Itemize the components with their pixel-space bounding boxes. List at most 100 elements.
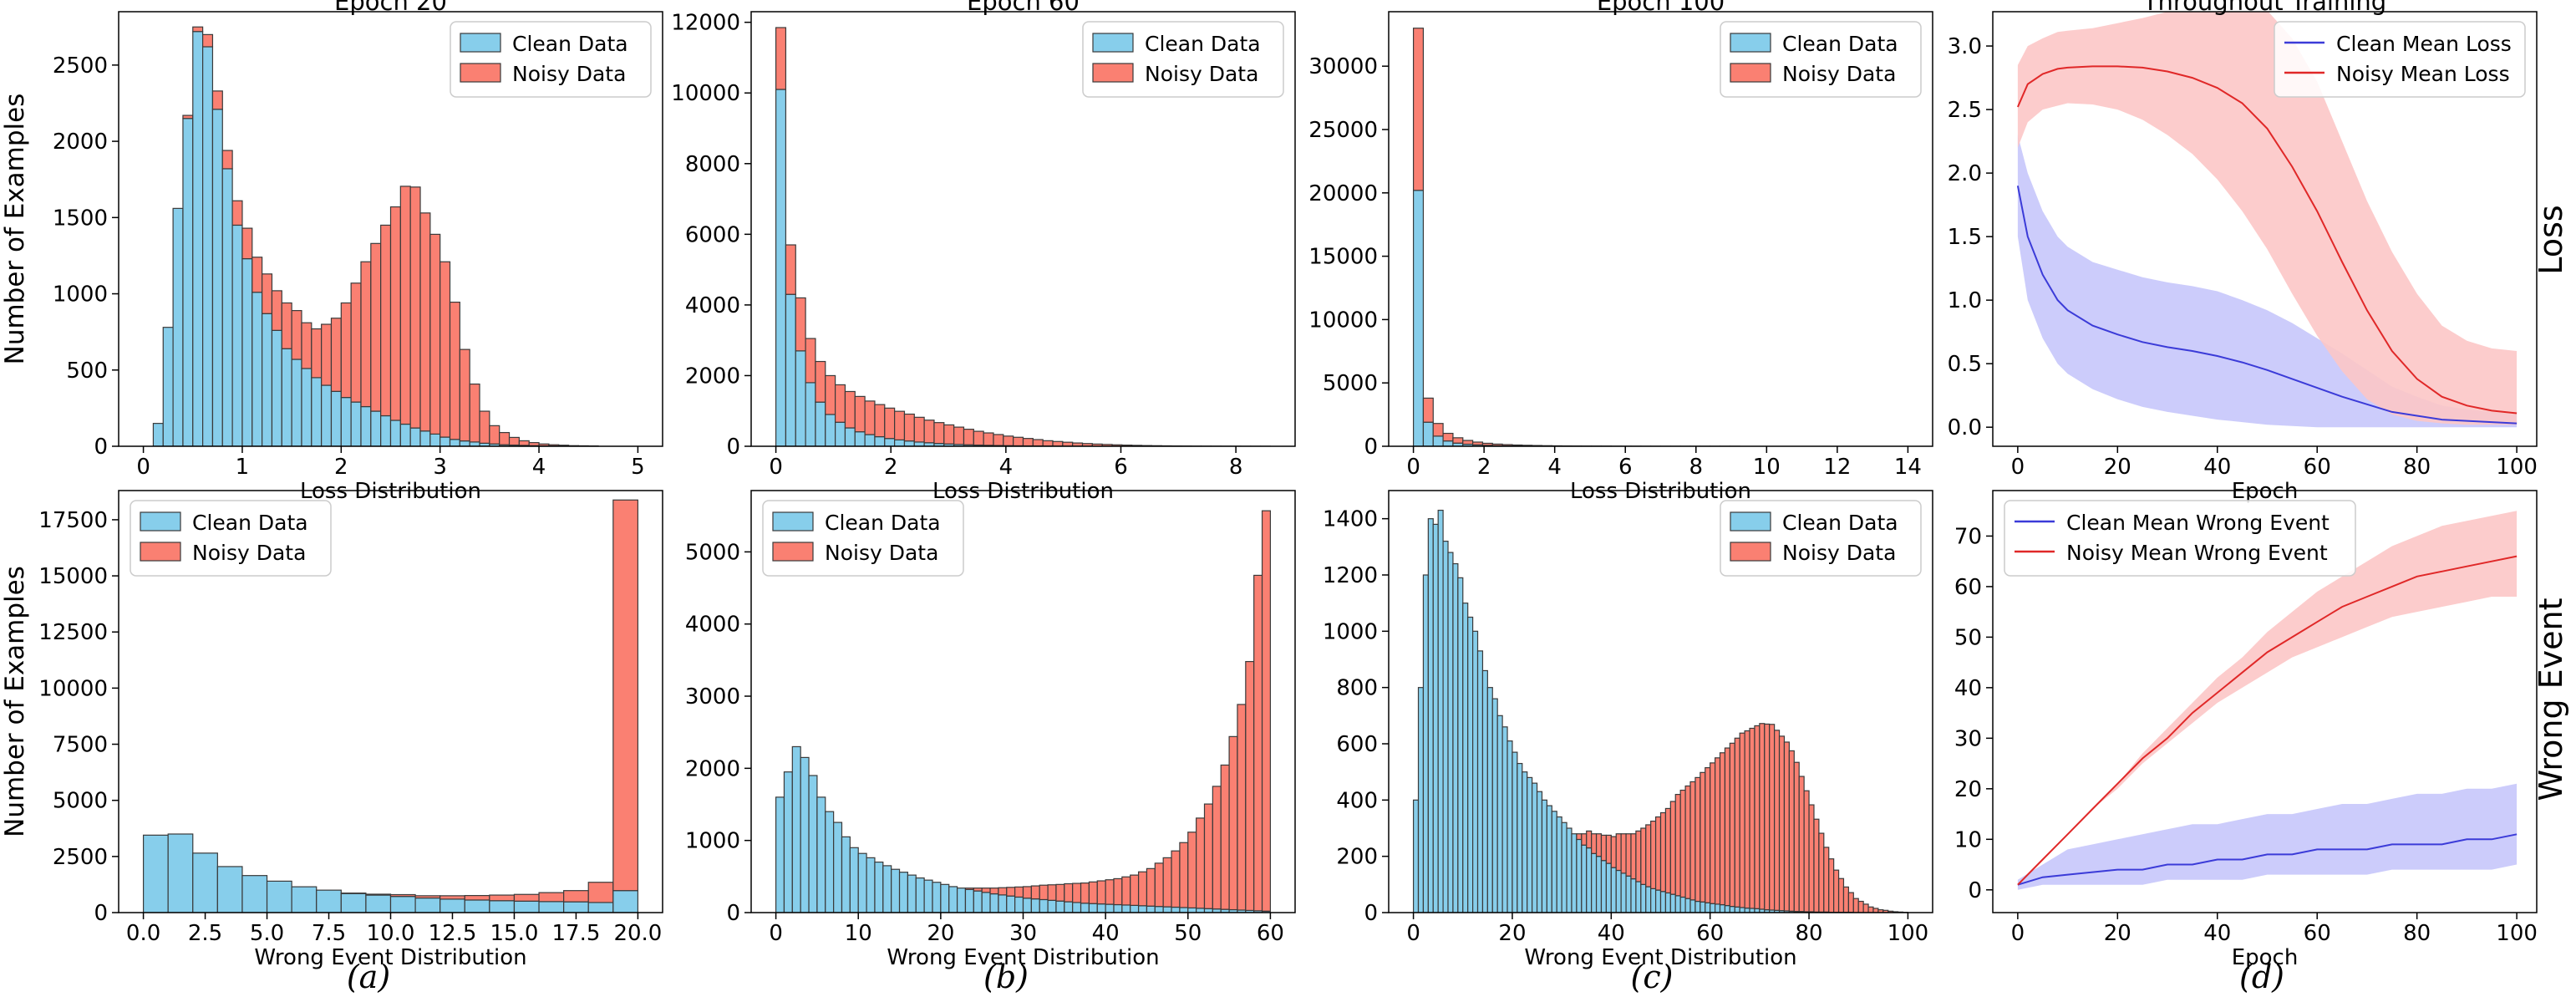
legend-swatch — [1730, 542, 1771, 562]
noisy-bar — [844, 390, 856, 429]
noisy-bar — [301, 322, 312, 369]
clean-bar — [1088, 903, 1098, 913]
legend: Clean Data Noisy Data — [1082, 21, 1284, 98]
legend-swatch — [1730, 33, 1771, 53]
noisy-bar — [1778, 735, 1786, 912]
x-tick-label: 0 — [2011, 455, 2025, 480]
clean-bar — [1442, 540, 1449, 913]
legend-swatch — [772, 511, 814, 532]
noisy-bar — [1253, 574, 1263, 912]
legend-label: Clean Mean Loss — [2336, 32, 2512, 56]
y-tick-label: 1000 — [1323, 619, 1378, 644]
clean-bar — [1055, 900, 1065, 913]
plot-frame — [1388, 490, 1933, 913]
x-tick-label: 0.0 — [126, 921, 160, 946]
clean-bar — [439, 898, 465, 913]
plot-area — [152, 26, 599, 446]
clean-bar — [1650, 888, 1657, 913]
noisy-bar — [1212, 786, 1222, 910]
x-axis-label: Loss Distribution — [932, 479, 1114, 504]
clean-bar — [1486, 687, 1493, 913]
noisy-bar — [815, 360, 826, 403]
x-tick-label: 5 — [631, 455, 645, 480]
noisy-bar — [1452, 437, 1464, 444]
noisy-bar — [1586, 830, 1593, 849]
legend-label: Clean Data — [512, 32, 628, 56]
y-tick-label: 0.5 — [1948, 352, 1982, 377]
clean-bar — [1080, 903, 1090, 913]
x-axis-label: Loss Distribution — [300, 479, 481, 504]
y-tick-label: 2000 — [53, 130, 108, 155]
caption-b: (b) — [983, 959, 1029, 995]
clean-bar — [1700, 901, 1706, 913]
noisy-std-band — [2017, 511, 2518, 885]
clean-bar — [1447, 552, 1454, 913]
x-tick-label: 100 — [2496, 921, 2538, 946]
x-tick-label: 2.5 — [188, 921, 222, 946]
y-tick-label: 2500 — [53, 53, 108, 79]
noisy-bar — [1581, 833, 1588, 846]
clean-bar — [857, 852, 867, 913]
y-tick-label: 3.0 — [1948, 34, 1982, 59]
y-tick-label: 30000 — [1308, 54, 1378, 79]
y-tick-label: 10000 — [1308, 308, 1378, 333]
y-tick-label: 1200 — [1323, 563, 1378, 588]
clean-bar — [152, 423, 164, 446]
y-tick-label: 5000 — [685, 540, 740, 565]
noisy-bar — [1121, 876, 1131, 906]
x-tick-label: 10 — [845, 921, 872, 946]
clean-bar — [162, 327, 174, 446]
clean-bar — [1591, 852, 1598, 913]
y-tick-label: 10 — [1954, 827, 1982, 852]
y-tick-label: 10000 — [671, 81, 740, 106]
clean-bar — [1146, 905, 1156, 913]
y-tick-label: 12000 — [671, 11, 740, 36]
noisy-bar — [1705, 767, 1711, 903]
clean-bar — [884, 438, 896, 446]
noisy-bar — [1654, 816, 1662, 891]
noisy-mean-line — [2016, 65, 2518, 415]
noisy-bar — [1013, 436, 1024, 446]
x-axis-label: Epoch — [2232, 479, 2299, 504]
y-tick-label: 800 — [1336, 676, 1378, 701]
chart-wrong-training: 0 20 40 60 80 100 0 10 20 30 40 50 60 70 Epoch Clean Me… — [1954, 490, 2538, 970]
noisy-bar — [528, 442, 540, 446]
noisy-bar — [469, 383, 480, 443]
legend-swatch — [772, 542, 814, 562]
noisy-bar — [1635, 830, 1642, 883]
noisy-bar — [1620, 833, 1627, 874]
noisy-bar — [489, 425, 500, 445]
chart-loss-epoch100: 0 2 4 6 8 10 12 14 0 5000 10000 15000 20000 25000 3000… — [1308, 0, 1933, 504]
clean-bar — [1517, 762, 1523, 913]
noisy-bar — [775, 27, 787, 90]
y-tick-label: 40 — [1954, 676, 1982, 701]
clean-bar — [1571, 833, 1578, 913]
clean-bar — [360, 405, 372, 446]
x-tick-label: 60 — [2304, 921, 2331, 946]
caption-a: (a) — [347, 959, 390, 995]
noisy-bar — [973, 430, 984, 446]
caption-c: (c) — [1631, 959, 1674, 995]
clean-bar — [1659, 891, 1667, 913]
clean-bar — [330, 390, 342, 446]
clean-bar — [1556, 816, 1562, 913]
clean-bar — [1600, 860, 1607, 913]
x-tick-label: 100 — [1888, 921, 1929, 946]
noisy-bar — [419, 212, 431, 432]
clean-bar — [1576, 838, 1583, 913]
y-tick-label: 600 — [1336, 732, 1378, 757]
legend-swatch — [1730, 63, 1771, 83]
clean-bar — [833, 822, 843, 913]
noisy-bar — [262, 273, 273, 314]
noisy-bar — [1823, 847, 1830, 913]
noisy-bar — [1228, 735, 1238, 911]
y-tick-label: 20 — [1954, 777, 1982, 802]
y-tick-label: 0.0 — [1948, 415, 1982, 440]
clean-bar — [449, 439, 460, 446]
noisy-bar — [963, 429, 974, 445]
noisy-bar — [1739, 732, 1745, 908]
clean-bar — [563, 901, 589, 913]
legend-label: Clean Data — [1782, 32, 1898, 56]
noisy-bar — [538, 892, 565, 903]
plot-area — [1412, 509, 1909, 913]
